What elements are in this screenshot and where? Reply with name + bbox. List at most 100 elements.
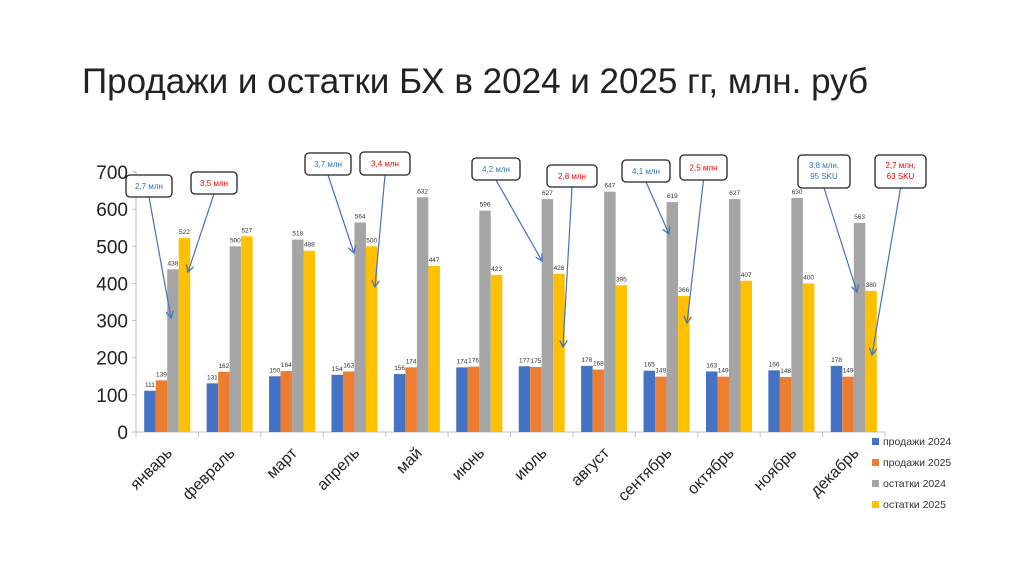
annotation-text: 2,5 млн xyxy=(690,164,718,173)
data-label: 177 xyxy=(519,357,530,364)
legend-label: остатки 2025 xyxy=(883,499,946,511)
bar xyxy=(280,371,293,432)
data-label: 564 xyxy=(355,214,366,221)
annotation-box xyxy=(621,159,671,183)
bar xyxy=(241,236,253,432)
annotation-arrow xyxy=(188,193,215,272)
annotation-text: 3,8 млн, xyxy=(809,161,839,170)
bar xyxy=(779,377,792,432)
annotation-text: 3,5 млн xyxy=(200,179,228,188)
bar xyxy=(728,199,741,432)
annotation-box xyxy=(797,154,851,189)
bar xyxy=(518,366,531,432)
bar xyxy=(428,265,440,432)
y-tick-label: 300 xyxy=(96,312,128,333)
data-label: 178 xyxy=(581,357,592,364)
data-label: 426 xyxy=(554,265,565,272)
annotation-text: 2,7 млн xyxy=(135,182,163,191)
data-label: 178 xyxy=(831,357,842,364)
annotation-arrow xyxy=(327,174,354,253)
x-tick-label: май xyxy=(393,445,425,477)
data-label: 500 xyxy=(366,237,377,244)
annotation-box xyxy=(359,151,411,176)
data-label: 150 xyxy=(269,367,280,374)
bar xyxy=(405,367,417,432)
annotation-text: 4,2 млн xyxy=(482,165,510,174)
bar xyxy=(303,250,316,432)
y-tick-label: 600 xyxy=(96,200,128,221)
annotation-box xyxy=(125,174,173,198)
bar xyxy=(530,367,542,432)
data-label: 139 xyxy=(156,371,167,378)
bar xyxy=(791,198,803,432)
bar xyxy=(144,390,156,432)
x-tick-label: апрель xyxy=(314,445,363,494)
y-tick-label: 100 xyxy=(96,386,128,407)
bar xyxy=(490,274,503,432)
bar xyxy=(479,210,491,432)
data-label: 488 xyxy=(304,242,315,249)
data-label: 149 xyxy=(843,368,854,375)
annotation-box xyxy=(546,164,598,188)
x-tick-label: февраль xyxy=(180,445,239,504)
data-label: 627 xyxy=(542,190,553,197)
annotation-arrow xyxy=(375,174,386,287)
data-label: 156 xyxy=(394,365,405,372)
annotation-text: 3,4 млн xyxy=(371,160,399,169)
y-tick-label: 200 xyxy=(96,349,128,370)
data-label: 563 xyxy=(854,214,865,221)
bar xyxy=(155,380,168,432)
data-label: 630 xyxy=(792,189,803,196)
data-label: 632 xyxy=(417,188,428,195)
bar xyxy=(416,197,429,432)
y-tick-label: 500 xyxy=(96,237,128,258)
data-label: 407 xyxy=(741,272,752,279)
annotation-arrow xyxy=(645,181,669,234)
legend-swatch xyxy=(872,438,879,445)
legend-swatch xyxy=(872,480,879,487)
annotation-text: 63 SKU xyxy=(887,172,915,181)
annotation-arrow xyxy=(148,196,171,318)
legend-label: продажи 2024 xyxy=(883,436,951,448)
data-label: 148 xyxy=(780,368,791,375)
annotation-arrow xyxy=(823,187,857,292)
bar xyxy=(354,222,366,432)
data-label: 438 xyxy=(168,260,179,267)
bar xyxy=(541,199,554,432)
data-label: 447 xyxy=(429,257,440,264)
bar xyxy=(393,374,406,432)
chart-title: Продажи и остатки БХ в 2024 и 2025 гг, м… xyxy=(82,62,869,101)
bar xyxy=(342,371,355,432)
data-label: 163 xyxy=(343,362,354,369)
bar xyxy=(592,369,605,432)
legend-label: продажи 2025 xyxy=(883,457,951,469)
x-tick-label: ноябрь xyxy=(751,445,800,494)
x-tick-label: август xyxy=(568,444,613,489)
annotation-box xyxy=(679,154,728,181)
data-label: 395 xyxy=(616,276,627,283)
bar xyxy=(678,296,690,432)
bar xyxy=(768,370,780,432)
data-label: 175 xyxy=(531,358,542,365)
data-label: 518 xyxy=(292,231,303,238)
x-tick-label: январь xyxy=(127,445,176,494)
x-tick-label: июнь xyxy=(449,445,488,484)
data-label: 174 xyxy=(406,358,417,365)
data-label: 164 xyxy=(281,362,292,369)
bar xyxy=(581,365,593,432)
bar xyxy=(740,280,752,432)
data-label: 366 xyxy=(678,287,689,294)
annotation-box xyxy=(304,152,352,176)
annotation-arrow xyxy=(495,179,542,261)
data-label: 423 xyxy=(491,266,502,273)
annotation-box xyxy=(874,154,927,189)
data-label: 163 xyxy=(706,362,717,369)
bar xyxy=(167,269,179,432)
legend-label: остатки 2024 xyxy=(883,478,946,490)
x-tick-label: сентябрь xyxy=(615,445,675,505)
data-label: 174 xyxy=(457,358,468,365)
data-label: 627 xyxy=(729,190,740,197)
x-tick-label: июль xyxy=(511,445,550,484)
bar xyxy=(830,365,843,432)
